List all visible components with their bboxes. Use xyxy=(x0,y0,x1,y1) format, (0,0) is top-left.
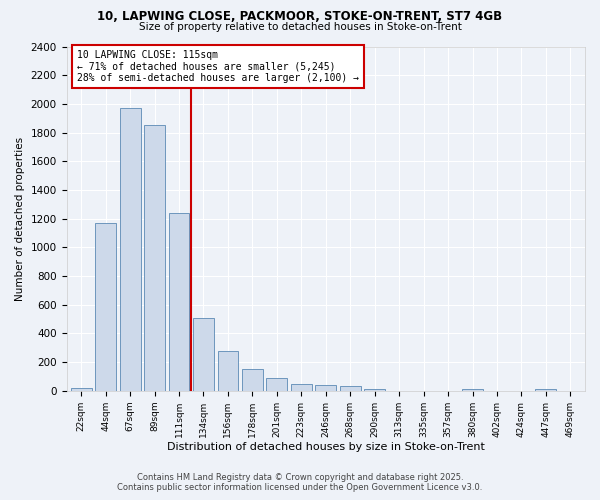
Bar xyxy=(144,126,165,391)
Bar xyxy=(95,223,116,391)
Text: 10 LAPWING CLOSE: 115sqm
← 71% of detached houses are smaller (5,245)
28% of sem: 10 LAPWING CLOSE: 115sqm ← 71% of detach… xyxy=(77,50,359,83)
Bar xyxy=(120,108,140,391)
Bar xyxy=(340,386,361,391)
Bar xyxy=(218,350,238,391)
Y-axis label: Number of detached properties: Number of detached properties xyxy=(15,136,25,300)
Text: Size of property relative to detached houses in Stoke-on-Trent: Size of property relative to detached ho… xyxy=(139,22,461,32)
Bar xyxy=(291,384,312,391)
Bar xyxy=(364,390,385,391)
Text: 10, LAPWING CLOSE, PACKMOOR, STOKE-ON-TRENT, ST7 4GB: 10, LAPWING CLOSE, PACKMOOR, STOKE-ON-TR… xyxy=(97,10,503,23)
Bar xyxy=(71,388,92,391)
Bar xyxy=(462,390,483,391)
Bar xyxy=(242,370,263,391)
Bar xyxy=(316,385,336,391)
Bar xyxy=(535,390,556,391)
Bar xyxy=(193,318,214,391)
Text: Contains HM Land Registry data © Crown copyright and database right 2025.
Contai: Contains HM Land Registry data © Crown c… xyxy=(118,473,482,492)
Bar xyxy=(169,213,190,391)
Bar xyxy=(266,378,287,391)
X-axis label: Distribution of detached houses by size in Stoke-on-Trent: Distribution of detached houses by size … xyxy=(167,442,485,452)
